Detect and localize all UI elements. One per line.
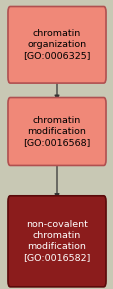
FancyBboxPatch shape	[8, 97, 105, 165]
Text: non-covalent
chromatin
modification
[GO:0016582]: non-covalent chromatin modification [GO:…	[23, 220, 90, 262]
FancyBboxPatch shape	[8, 196, 105, 287]
Text: chromatin
modification
[GO:0016568]: chromatin modification [GO:0016568]	[23, 116, 90, 147]
Text: chromatin
organization
[GO:0006325]: chromatin organization [GO:0006325]	[23, 29, 90, 60]
FancyBboxPatch shape	[8, 6, 105, 83]
